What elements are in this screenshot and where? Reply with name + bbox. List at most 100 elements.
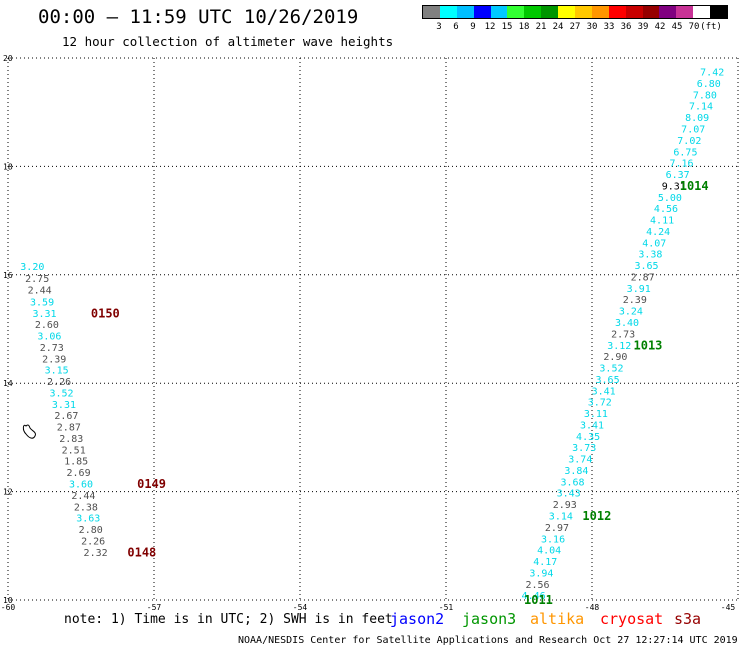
- wave-height-value: 2.75: [25, 274, 49, 285]
- color-swatch-6: [524, 6, 542, 18]
- wave-height-value: 4.11: [650, 216, 674, 227]
- color-scale-tick: 9: [470, 22, 476, 32]
- wave-height-value: 7.16: [669, 159, 693, 170]
- lon-tick-label: -51: [439, 603, 454, 612]
- wave-height-value: 3.73: [572, 443, 596, 454]
- color-swatch-11: [608, 6, 626, 18]
- wave-height-value: 3.74: [568, 455, 592, 466]
- wave-height-value: 3.72: [588, 398, 612, 409]
- wave-height-value: 7.07: [681, 125, 705, 136]
- wave-height-value: 2.26: [81, 536, 105, 547]
- wave-height-value: 3.40: [615, 318, 639, 329]
- color-swatch-13: [642, 6, 660, 18]
- wave-height-value: 3.59: [30, 297, 54, 308]
- color-swatch-3: [473, 6, 491, 18]
- satellite-legend-jason3: jason3: [462, 610, 516, 628]
- footer-credit: NOAA/NESDIS Center for Satellite Applica…: [238, 635, 738, 646]
- footer-note: note: 1) Time is in UTC; 2) SWH is in fe…: [64, 612, 393, 627]
- color-swatch-17: [710, 6, 728, 18]
- wave-height-value: 3.84: [564, 466, 588, 477]
- color-swatch-10: [591, 6, 609, 18]
- wave-height-value: 3.16: [541, 534, 565, 545]
- color-swatch-5: [507, 6, 525, 18]
- color-swatches: [422, 5, 728, 19]
- wave-height-value: 2.69: [67, 468, 91, 479]
- wave-height-value: 3.14: [549, 511, 573, 522]
- map-subtitle: 12 hour collection of altimeter wave hei…: [62, 34, 394, 49]
- lat-tick-label: 16: [3, 271, 13, 280]
- lat-tick-label: 20: [3, 54, 13, 63]
- wave-height-value: 4.56: [654, 204, 678, 215]
- color-swatch-2: [456, 6, 474, 18]
- satellite-legend-cryosat: cryosat: [600, 610, 663, 628]
- wave-height-value: 3.52: [49, 388, 73, 399]
- color-swatch-8: [558, 6, 576, 18]
- wave-height-value: 2.44: [71, 491, 95, 502]
- wave-height-value: 2.39: [623, 295, 647, 306]
- wave-height-value: 3.63: [76, 514, 100, 525]
- lon-tick-label: -48: [585, 603, 600, 612]
- wave-height-value: 3.65: [596, 375, 620, 386]
- color-swatch-4: [490, 6, 508, 18]
- color-scale-tick: 45: [671, 22, 683, 32]
- color-swatch-12: [625, 6, 643, 18]
- wave-height-value: 3.06: [37, 332, 61, 343]
- satellite-legend-altika: altika: [530, 610, 584, 628]
- pass-time-label: 0148: [127, 545, 156, 559]
- wave-height-value: 2.73: [40, 343, 64, 354]
- wave-height-value: 7.02: [677, 136, 701, 147]
- color-scale-tick: (ft): [700, 22, 722, 32]
- wave-height-value: 2.83: [59, 434, 83, 445]
- color-scale-tick: 6: [453, 22, 459, 32]
- wave-height-value: 2.67: [54, 411, 78, 422]
- wave-height-value: 3.41: [580, 420, 604, 431]
- lon-tick-label: -54: [293, 603, 308, 612]
- lon-tick-label: -45: [721, 603, 736, 612]
- color-scale-tick: 30: [586, 22, 598, 32]
- color-swatch-16: [693, 6, 711, 18]
- wave-height-value: 3.41: [592, 386, 616, 397]
- color-scale-tick: 39: [637, 22, 649, 32]
- wave-height-value: 4.04: [537, 546, 561, 557]
- wave-height-value: 6.37: [666, 170, 690, 181]
- satellite-legend: jason2 jason3 altika cryosat s3a: [390, 610, 701, 628]
- color-scale-labels: 3 6 9 12 15 18 21 24 27 30 33 36 39 42 45 70 (ft): [422, 22, 728, 34]
- color-scale-tick: 27: [569, 22, 581, 32]
- color-scale-tick: 18: [518, 22, 530, 32]
- altimeter-tracks: 3.202.752.443.593.312.603.062.732.393.15…: [20, 68, 724, 607]
- jason3-track-east: 7.426.807.807.148.097.077.026.757.166.37…: [522, 68, 725, 607]
- satellite-legend-s3a: s3a: [674, 610, 701, 628]
- lat-tick-label: 10: [3, 596, 13, 605]
- wave-height-value: 6.80: [697, 79, 721, 90]
- wave-height-value: 5.00: [658, 193, 682, 204]
- wave-height-value: 3.11: [584, 409, 608, 420]
- wave-height-value: 2.60: [35, 320, 59, 331]
- wave-height-value: 3.15: [45, 366, 69, 377]
- wave-height-value: 3.20: [20, 262, 44, 273]
- island-outline: [22, 424, 36, 439]
- longitude-labels: -60 -57 -54 -51 -48 -45: [1, 603, 736, 612]
- color-scale-tick: 15: [501, 22, 513, 32]
- color-scale-tick: 3: [436, 22, 442, 32]
- color-scale-tick: 42: [654, 22, 666, 32]
- wave-height-color-legend: 3 6 9 12 15 18 21 24 27 30 33 36 39 42 45 70 (ft): [422, 5, 728, 35]
- latitude-labels: 10 12 14 16 18 20: [3, 54, 13, 605]
- color-swatch-7: [541, 6, 559, 18]
- lat-tick-label: 12: [3, 488, 13, 497]
- color-scale-tick: 36: [620, 22, 632, 32]
- pass-time-label: 1011: [524, 593, 553, 607]
- wave-height-value: 4.46: [522, 591, 546, 602]
- pass-time-label: 1014: [680, 179, 709, 193]
- wave-height-value: 2.39: [42, 354, 66, 365]
- wave-height-value: 3.68: [560, 477, 584, 488]
- wave-height-value: 4.24: [646, 227, 670, 238]
- wave-height-value: 2.87: [57, 423, 81, 434]
- wave-height-value: 2.97: [545, 523, 569, 534]
- wave-height-value: 2.44: [28, 285, 52, 296]
- lat-tick-label: 14: [3, 379, 13, 388]
- wave-height-value: 2.80: [79, 525, 103, 536]
- wave-height-value: 3.31: [52, 400, 76, 411]
- wave-height-value: 2.32: [84, 548, 108, 559]
- wave-height-value: 4.17: [533, 557, 557, 568]
